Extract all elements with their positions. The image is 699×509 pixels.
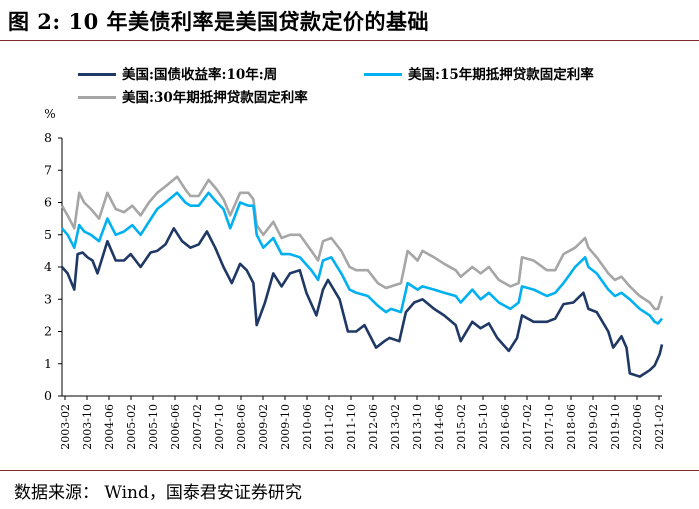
legend-label-15y: 美国:15年期抵押贷款固定利率 [408, 67, 594, 83]
legend-label-10y: 美国:国债收益率:10年:周 [122, 67, 278, 83]
x-tick-label: 2017-02 [521, 404, 534, 450]
legend-label-30y: 美国:30年期抵押贷款固定利率 [122, 90, 308, 106]
source-note: 数据来源： Wind，国泰君安证券研究 [14, 483, 302, 503]
x-tick-label: 2017-10 [543, 404, 556, 450]
x-tick-label: 2015-02 [455, 404, 468, 450]
x-tick-label: 2007-02 [191, 404, 204, 450]
x-tick-label: 2013-10 [411, 404, 424, 450]
legend-entry-30y: 美国:30年期抵押贷款固定利率 [78, 86, 308, 106]
x-tick-label: 2007-10 [213, 404, 226, 450]
x-tick-label: 2005-10 [147, 404, 160, 450]
y-tick-label: 1 [44, 356, 52, 371]
legend-entry-10y: 美国:国债收益率:10年:周 [78, 63, 277, 83]
x-tick-label: 2003-10 [81, 404, 94, 450]
x-tick-label: 2008-06 [235, 404, 248, 450]
x-tick-label: 2011-10 [345, 404, 358, 450]
series-line-1 [61, 191, 663, 325]
series-line-2 [60, 175, 664, 311]
series-line-0 [61, 227, 664, 378]
x-tick-label: 2015-10 [477, 404, 490, 450]
x-tick-label: 2014-06 [433, 404, 446, 450]
y-tick-label: 5 [44, 227, 52, 242]
x-tick-label: 2016-06 [499, 404, 512, 450]
x-tick-label: 2020-06 [631, 404, 644, 450]
y-tick-label: 4 [44, 259, 52, 274]
source-rule [0, 470, 699, 471]
x-tick-label: 2004-06 [103, 404, 116, 450]
x-tick-label: 2018-06 [565, 404, 578, 450]
y-tick-label: 7 [44, 162, 52, 177]
x-tick-label: 2009-02 [257, 404, 270, 450]
x-tick-label: 2005-02 [125, 404, 138, 450]
y-tick-label: 3 [44, 291, 52, 306]
legend-entry-15y: 美国:15年期抵押贷款固定利率 [364, 63, 594, 83]
y-tick-label: 2 [44, 324, 52, 339]
x-tick-label: 2012-06 [367, 404, 380, 450]
legend-swatch-15y [364, 73, 402, 76]
y-unit-label: % [44, 107, 55, 121]
x-tick-label: 2006-06 [169, 404, 182, 450]
x-tick-label: 2003-02 [59, 404, 72, 450]
x-tick-label: 2009-10 [279, 404, 292, 450]
x-tick-label: 2019-10 [609, 404, 622, 450]
x-tick-label: 2019-02 [587, 404, 600, 450]
figure-title: 图 2: 10 年美债利率是美国贷款定价的基础 [8, 9, 430, 34]
legend-swatch-10y [78, 73, 116, 76]
x-tick-label: 2021-02 [653, 404, 666, 450]
x-tick-label: 2010-06 [301, 404, 314, 450]
y-tick-label: 6 [44, 195, 52, 210]
y-tick-label: 8 [44, 130, 52, 145]
title-rule [0, 40, 699, 41]
y-tick-label: 0 [44, 388, 52, 403]
x-tick-label: 2013-02 [389, 404, 402, 450]
legend-swatch-30y [78, 96, 116, 99]
x-tick-label: 2011-02 [323, 404, 336, 450]
